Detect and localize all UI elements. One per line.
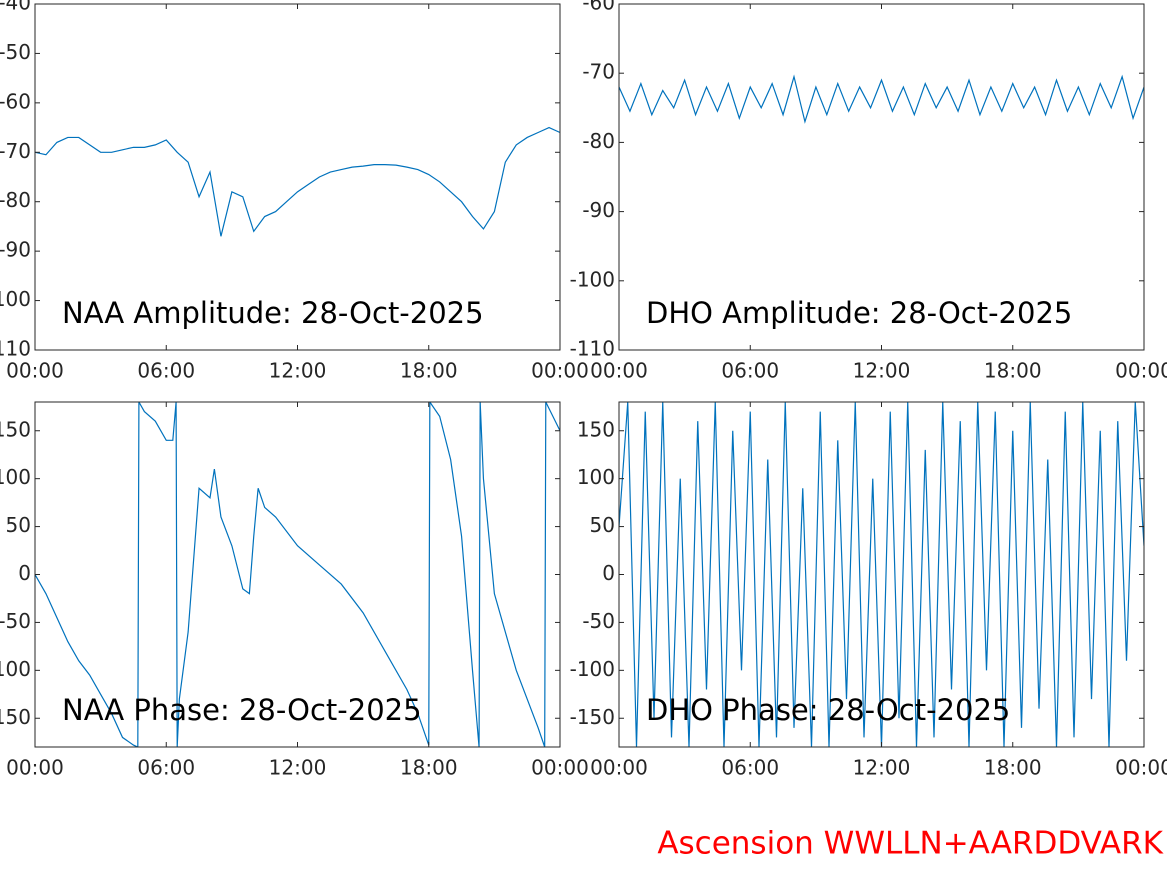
x-tick-label: 12:00 xyxy=(269,756,327,780)
plot-area xyxy=(35,126,560,237)
plot-area xyxy=(619,74,1144,124)
y-tick-label: -80 xyxy=(582,129,615,153)
y-tick-label: -50 xyxy=(0,609,31,633)
y-tick-label: -100 xyxy=(0,287,31,311)
y-tick-label: -70 xyxy=(0,139,31,163)
y-tick-label: -110 xyxy=(0,337,31,361)
y-tick-label: 150 xyxy=(577,417,615,441)
annotation: DHO Phase: 28-Oct-2025 xyxy=(646,693,1010,727)
x-tick-label: 18:00 xyxy=(984,756,1042,780)
x-tick-label: 00:00 xyxy=(6,359,64,383)
x-tick-label: 12:00 xyxy=(269,359,327,383)
plot-area xyxy=(619,402,1144,747)
y-tick-label: 0 xyxy=(18,561,31,585)
x-tick-label: 12:00 xyxy=(853,359,911,383)
data-line xyxy=(35,126,560,237)
y-tick-label: -80 xyxy=(0,188,31,212)
y-tick-label: -40 xyxy=(0,0,31,15)
y-tick-label: 150 xyxy=(0,417,31,441)
y-tick-label: -150 xyxy=(570,705,615,729)
x-tick-label: 06:00 xyxy=(721,756,779,780)
x-tick-label: 00:00 xyxy=(531,359,589,383)
y-tick-label: -100 xyxy=(570,267,615,291)
x-tick-label: 18:00 xyxy=(400,359,458,383)
y-tick-label: -90 xyxy=(582,198,615,222)
y-tick-label: -70 xyxy=(582,60,615,84)
y-tick-label: 50 xyxy=(590,513,615,537)
y-tick-label: -60 xyxy=(0,89,31,113)
y-tick-label: -110 xyxy=(570,337,615,361)
y-tick-label: -50 xyxy=(582,609,615,633)
plot-area xyxy=(35,402,560,747)
x-tick-label: 00:00 xyxy=(1115,756,1167,780)
x-tick-label: 00:00 xyxy=(6,756,64,780)
data-line xyxy=(619,402,1144,747)
x-tick-label: 00:00 xyxy=(1115,359,1167,383)
x-tick-label: 12:00 xyxy=(853,756,911,780)
data-line xyxy=(35,402,560,747)
annotation: NAA Amplitude: 28-Oct-2025 xyxy=(62,296,484,330)
y-tick-label: 0 xyxy=(602,561,615,585)
footer: Ascension WWLLN+AARDDVARK xyxy=(657,826,1163,862)
y-tick-label: -60 xyxy=(582,0,615,15)
x-tick-label: 18:00 xyxy=(400,756,458,780)
data-line xyxy=(619,74,1144,124)
x-tick-label: 00:00 xyxy=(531,756,589,780)
y-tick-label: -150 xyxy=(0,705,31,729)
annotation: NAA Phase: 28-Oct-2025 xyxy=(62,693,422,727)
x-tick-label: 00:00 xyxy=(590,359,648,383)
y-tick-label: 100 xyxy=(577,465,615,489)
y-tick-label: 100 xyxy=(0,465,31,489)
x-tick-label: 06:00 xyxy=(721,359,779,383)
x-tick-label: 06:00 xyxy=(137,359,195,383)
y-tick-label: 50 xyxy=(6,513,31,537)
annotation: DHO Amplitude: 28-Oct-2025 xyxy=(646,296,1072,330)
x-tick-label: 18:00 xyxy=(984,359,1042,383)
y-tick-label: -100 xyxy=(570,657,615,681)
y-tick-label: -100 xyxy=(0,657,31,681)
y-tick-label: -50 xyxy=(0,40,31,64)
y-tick-label: -90 xyxy=(0,238,31,262)
x-tick-label: 06:00 xyxy=(137,756,195,780)
x-tick-label: 00:00 xyxy=(590,756,648,780)
